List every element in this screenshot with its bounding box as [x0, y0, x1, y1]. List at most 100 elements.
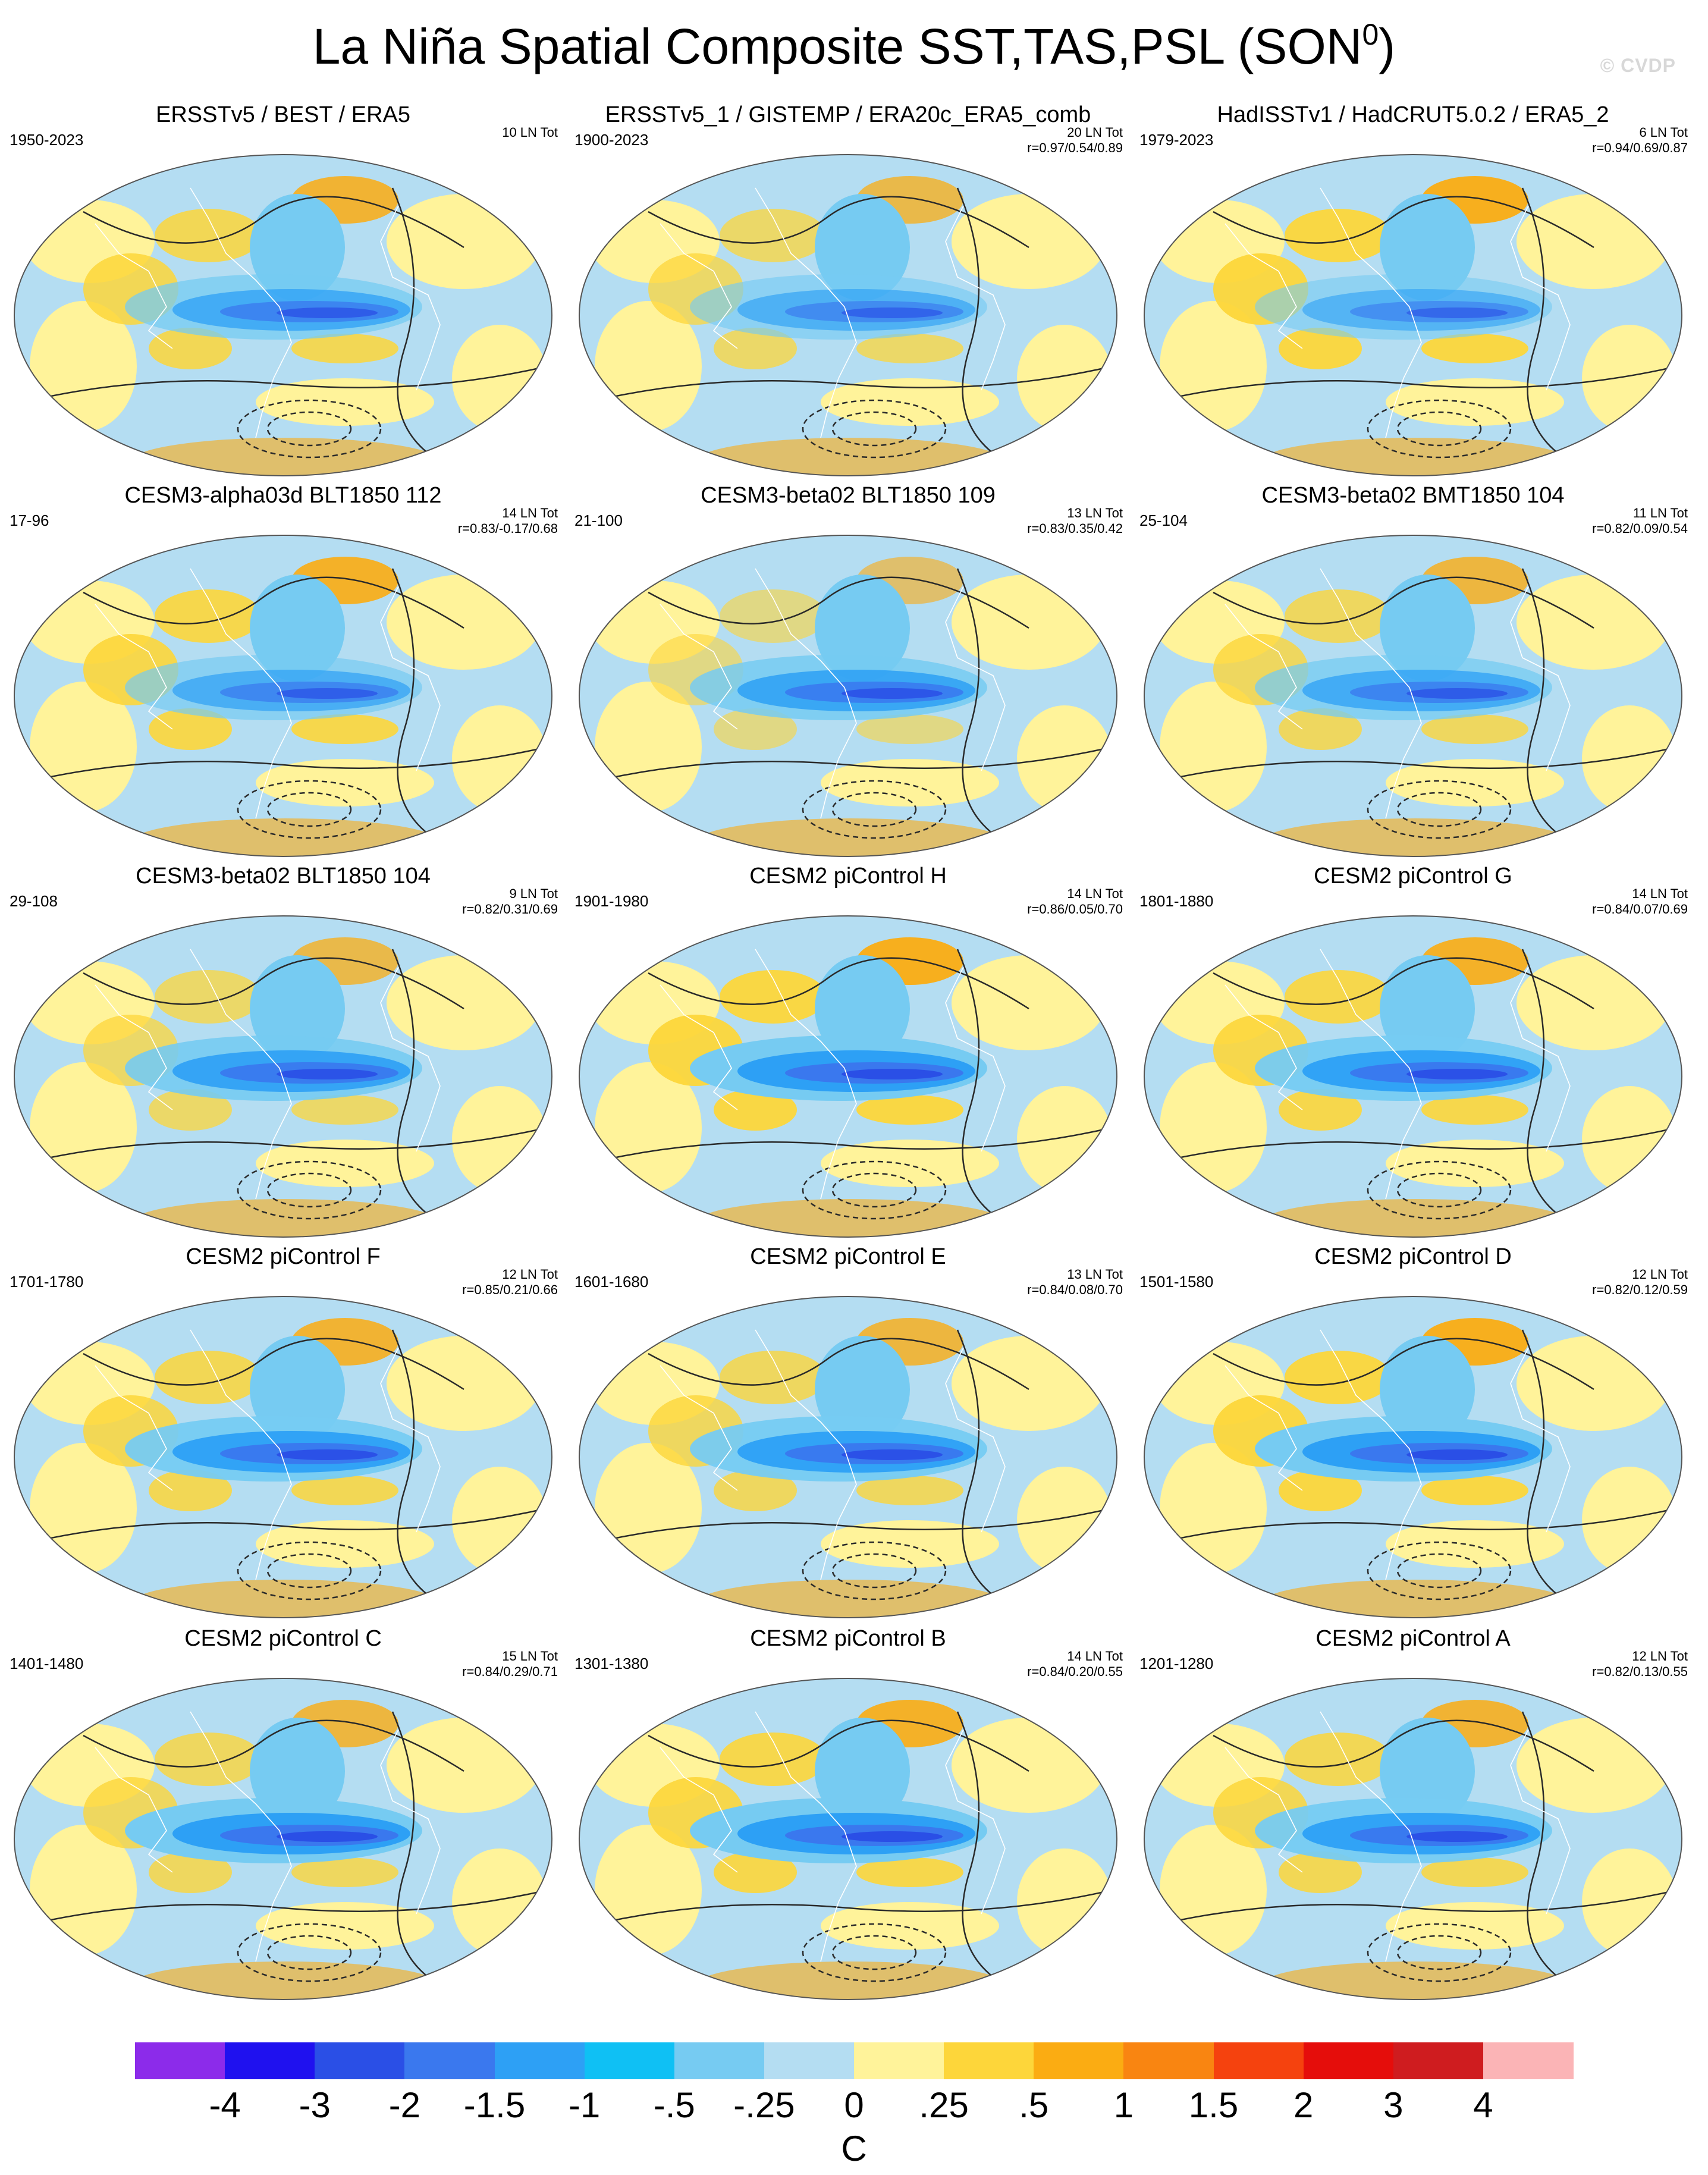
- panel-stats: 14 LN Tot r=0.84/0.20/0.55: [1027, 1649, 1123, 1680]
- map-panel: CESM2 piControl G 1801-1880 14 LN Tot r=…: [1134, 862, 1693, 1243]
- anomaly-patch: [149, 708, 232, 750]
- colorbar-tick-label: 3: [1383, 2085, 1404, 2125]
- anomaly-patch: [1406, 688, 1508, 699]
- colorbar-box: [1213, 2042, 1304, 2079]
- anomaly-patch: [1421, 334, 1528, 363]
- psl-contour-negative: [237, 399, 382, 459]
- colorbar-box: [494, 2042, 585, 2079]
- anomaly-patch: [821, 1902, 999, 1950]
- psl-contour: [588, 365, 1113, 403]
- panel-stats: 12 LN Tot r=0.85/0.21/0.66: [462, 1267, 558, 1298]
- anomaly-patch: [155, 589, 262, 643]
- coastline: [190, 187, 292, 438]
- map-panel: ERSSTv5_1 / GISTEMP / ERA20c_ERA5_comb 1…: [569, 101, 1128, 482]
- anomaly-patch: [714, 1851, 797, 1893]
- panel-pattern-correlation: r=0.94/0.69/0.87: [1592, 140, 1688, 155]
- psl-contour: [83, 576, 464, 629]
- panel-period: 1901-1980: [574, 892, 649, 910]
- panel-title: CESM2 piControl F: [186, 1244, 381, 1269]
- anomaly-patch: [595, 1062, 702, 1193]
- figure-title: La Niña Spatial Composite SST,TAS,PSL (S…: [0, 17, 1708, 76]
- anomaly-patch: [1582, 1848, 1677, 1956]
- psl-contour: [83, 196, 464, 249]
- panel-pattern-correlation: r=0.85/0.21/0.66: [462, 1282, 558, 1297]
- anomaly-patch: [1386, 378, 1564, 426]
- anomaly-patch: [277, 688, 378, 699]
- coastline: [190, 1329, 292, 1580]
- psl-contour: [588, 1507, 1113, 1545]
- psl-contour: [1521, 1329, 1571, 1605]
- anomaly-patch: [277, 307, 378, 318]
- anomaly-patch: [155, 1733, 262, 1786]
- anomaly-patch: [1421, 1857, 1528, 1887]
- map-border: [1144, 1678, 1682, 2000]
- psl-contour: [391, 1329, 441, 1605]
- psl-contour: [1153, 1126, 1678, 1165]
- psl-contour: [23, 1126, 548, 1165]
- panel-stats: 11 LN Tot r=0.82/0.09/0.54: [1592, 506, 1688, 536]
- anomaly-patch: [720, 970, 827, 1024]
- psl-contour: [391, 949, 441, 1224]
- panel-title: CESM2 piControl E: [750, 1244, 946, 1269]
- psl-contour-negative: [1367, 399, 1512, 459]
- anomaly-patch: [714, 708, 797, 750]
- global-map: [1144, 1296, 1682, 1618]
- colorbar-box: [1123, 2042, 1214, 2079]
- anomaly-patch: [1279, 1089, 1362, 1131]
- anomaly-patch: [1285, 589, 1392, 643]
- coastline: [95, 984, 173, 1110]
- coastline: [660, 1747, 738, 1873]
- anomaly-patch: [1421, 1095, 1528, 1125]
- psl-contour-negative: [237, 1923, 382, 1982]
- anomaly-patch: [856, 1857, 963, 1887]
- psl-contour-negative: [1396, 792, 1482, 827]
- anomaly-patch: [1279, 328, 1362, 369]
- colorbar-tick-label: -2: [388, 2085, 421, 2125]
- coastline: [1225, 604, 1303, 730]
- anomaly-patch: [1017, 1467, 1112, 1574]
- global-map: [1144, 154, 1682, 476]
- panel-title: CESM2 piControl D: [1314, 1244, 1512, 1269]
- figure-title-text: La Niña Spatial Composite SST,TAS,PSL (S…: [312, 18, 1362, 74]
- anomaly-patch: [149, 1851, 232, 1893]
- map-border: [14, 535, 552, 857]
- panel-title: CESM3-beta02 BLT1850 104: [136, 864, 431, 889]
- anomaly-patch: [277, 1069, 378, 1079]
- map-border: [1144, 535, 1682, 857]
- panel-title: CESM2 piControl C: [184, 1626, 382, 1651]
- panel-pattern-correlation: r=0.84/0.07/0.69: [1592, 902, 1688, 917]
- anomaly-patch: [30, 301, 137, 432]
- coastline: [190, 568, 292, 819]
- panel-stats: 12 LN Tot r=0.82/0.13/0.55: [1592, 1649, 1688, 1680]
- global-map: [14, 915, 552, 1238]
- anomaly-patch: [291, 714, 398, 744]
- psl-contour: [1521, 568, 1571, 843]
- panel-period: 1900-2023: [574, 131, 649, 149]
- coastline: [95, 604, 173, 730]
- anomaly-patch: [1582, 325, 1677, 432]
- anomaly-patch: [714, 1470, 797, 1511]
- panel-stats: 13 LN Tot r=0.83/0.35/0.42: [1027, 506, 1123, 536]
- colorbar-tick-label: -3: [299, 2085, 331, 2125]
- anomaly-patch: [30, 1443, 137, 1574]
- coastline: [95, 1747, 173, 1873]
- panel-title: ERSSTv5 / BEST / ERA5: [155, 102, 410, 127]
- figure-title-superscript: 0: [1362, 18, 1379, 51]
- coastline: [1320, 949, 1422, 1200]
- colorbar-box: [225, 2042, 315, 2079]
- map-panel: HadISSTv1 / HadCRUT5.0.2 / ERA5_2 1979-2…: [1134, 101, 1693, 482]
- anomaly-patch: [595, 301, 702, 432]
- colorbar-box: [1393, 2042, 1484, 2079]
- psl-contour-negative: [802, 1541, 947, 1600]
- anomaly-patch: [155, 1351, 262, 1404]
- anomaly-patch: [720, 1351, 827, 1404]
- colorbar-tick-label: -.5: [653, 2085, 695, 2125]
- psl-contour-negative: [237, 780, 382, 839]
- panel-period: 1301-1380: [574, 1655, 649, 1672]
- anomaly-patch: [452, 705, 547, 812]
- anomaly-patch: [256, 1520, 434, 1568]
- anomaly-patch: [856, 714, 963, 744]
- coastline: [755, 568, 857, 819]
- psl-contour-negative: [237, 1541, 382, 1600]
- panel-event-count: 14 LN Tot: [1067, 886, 1123, 901]
